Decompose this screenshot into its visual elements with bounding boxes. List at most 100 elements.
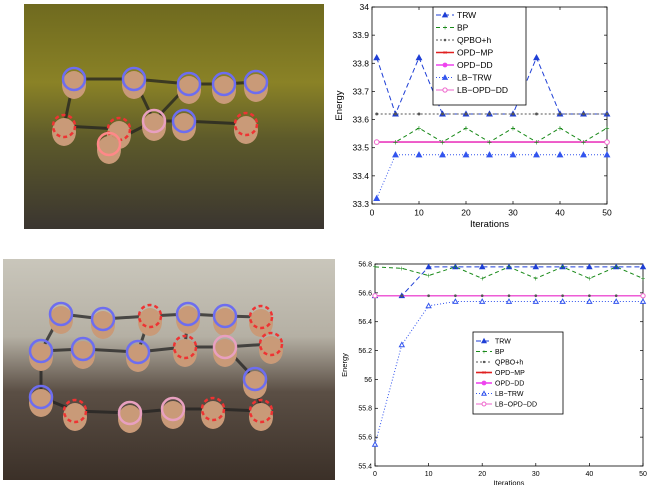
legend-label: LB−TRW xyxy=(495,391,524,398)
y-tick-label: 33.8 xyxy=(352,58,369,68)
data-point xyxy=(486,151,493,158)
data-point xyxy=(442,87,448,93)
data-point xyxy=(462,151,470,158)
data-point xyxy=(373,139,380,145)
data-point: + xyxy=(487,138,493,146)
face-circle xyxy=(175,301,201,327)
data-point xyxy=(392,151,399,158)
face-circle xyxy=(248,398,274,424)
data-point xyxy=(443,38,447,42)
y-tick-label: 56.2 xyxy=(358,348,372,355)
face-circle xyxy=(141,108,167,134)
data-point xyxy=(603,151,611,158)
data-point: + xyxy=(442,25,447,32)
data-point xyxy=(441,11,449,18)
legend-label: LB−TRW xyxy=(457,72,492,82)
data-point: + xyxy=(510,124,516,132)
face-circle xyxy=(176,71,202,97)
face-skin xyxy=(97,136,121,164)
face-skin xyxy=(49,306,73,334)
face-circle xyxy=(212,334,238,360)
x-tick-label: 50 xyxy=(639,471,647,478)
y-tick-label: 56 xyxy=(364,377,372,384)
data-point xyxy=(640,293,646,299)
group-photo-top xyxy=(24,4,324,229)
data-point xyxy=(535,112,538,116)
data-point xyxy=(372,293,378,299)
x-tick-label: 10 xyxy=(414,208,424,218)
face-graph-overlay-top xyxy=(51,66,269,164)
data-point xyxy=(373,194,381,201)
face-circle xyxy=(242,366,268,392)
y-axis-label: Energy xyxy=(340,353,349,377)
data-point xyxy=(612,263,620,270)
y-tick-label: 56.8 xyxy=(358,261,372,268)
face-circle xyxy=(172,334,198,360)
y-axis-label: Energy xyxy=(334,90,345,120)
y-tick-label: 55.8 xyxy=(358,406,372,413)
data-point: + xyxy=(604,124,610,132)
face-circle xyxy=(62,398,88,424)
data-point: + xyxy=(372,264,377,271)
data-point xyxy=(532,263,540,270)
data-point xyxy=(452,263,459,270)
legend-label: LB−OPD−DD xyxy=(495,401,537,408)
data-point: + xyxy=(557,124,563,132)
legend-label: OPD−DD xyxy=(457,60,493,70)
x-tick-label: 0 xyxy=(373,471,377,478)
face-skin xyxy=(172,113,196,141)
data-point xyxy=(639,263,647,270)
legend-label: BP xyxy=(495,349,505,356)
y-tick-label: 33.9 xyxy=(352,30,369,40)
data-point xyxy=(439,151,446,158)
data-point xyxy=(532,298,540,304)
face-skin xyxy=(138,308,162,336)
y-tick-label: 33.3 xyxy=(352,199,369,209)
data-point: + xyxy=(506,264,511,271)
data-point xyxy=(427,294,430,298)
legend-marker xyxy=(481,380,487,386)
data-point xyxy=(478,263,486,270)
data-point: + xyxy=(614,264,619,271)
data-point xyxy=(454,294,457,298)
data-point: + xyxy=(560,264,565,271)
data-point xyxy=(441,74,449,80)
face-circle xyxy=(117,400,143,426)
face-circle xyxy=(200,396,226,422)
data-point xyxy=(417,112,421,116)
legend-marker xyxy=(442,62,448,68)
data-point: + xyxy=(440,138,446,146)
face-circle xyxy=(137,303,163,329)
data-point xyxy=(556,151,564,158)
face-skin xyxy=(177,76,201,104)
face-skin xyxy=(234,116,258,144)
face-skin xyxy=(126,344,150,372)
face-circle xyxy=(90,306,116,332)
face-skin xyxy=(71,341,95,369)
x-tick-label: 20 xyxy=(461,208,471,218)
face-skin xyxy=(259,336,283,364)
face-circle xyxy=(28,338,54,364)
data-point xyxy=(605,112,609,116)
data-point xyxy=(507,294,511,298)
data-point xyxy=(534,294,538,298)
data-point xyxy=(614,294,618,298)
x-tick-label: 40 xyxy=(555,208,565,218)
face-circle xyxy=(28,384,54,410)
data-point xyxy=(425,263,432,270)
y-tick-label: 33.6 xyxy=(352,115,369,125)
legend-label: OPD−DD xyxy=(495,380,524,387)
face-skin xyxy=(173,339,197,367)
x-tick-label: 30 xyxy=(532,471,540,478)
legend-label: LB−OPD−DD xyxy=(457,85,508,95)
y-tick-label: 34 xyxy=(360,2,370,12)
data-point xyxy=(371,440,379,447)
x-tick-label: 20 xyxy=(478,471,486,478)
y-tick-label: 56.6 xyxy=(358,290,372,297)
face-skin xyxy=(62,71,86,99)
legend-box xyxy=(432,6,527,106)
data-point xyxy=(394,112,397,116)
face-skin xyxy=(29,389,53,417)
